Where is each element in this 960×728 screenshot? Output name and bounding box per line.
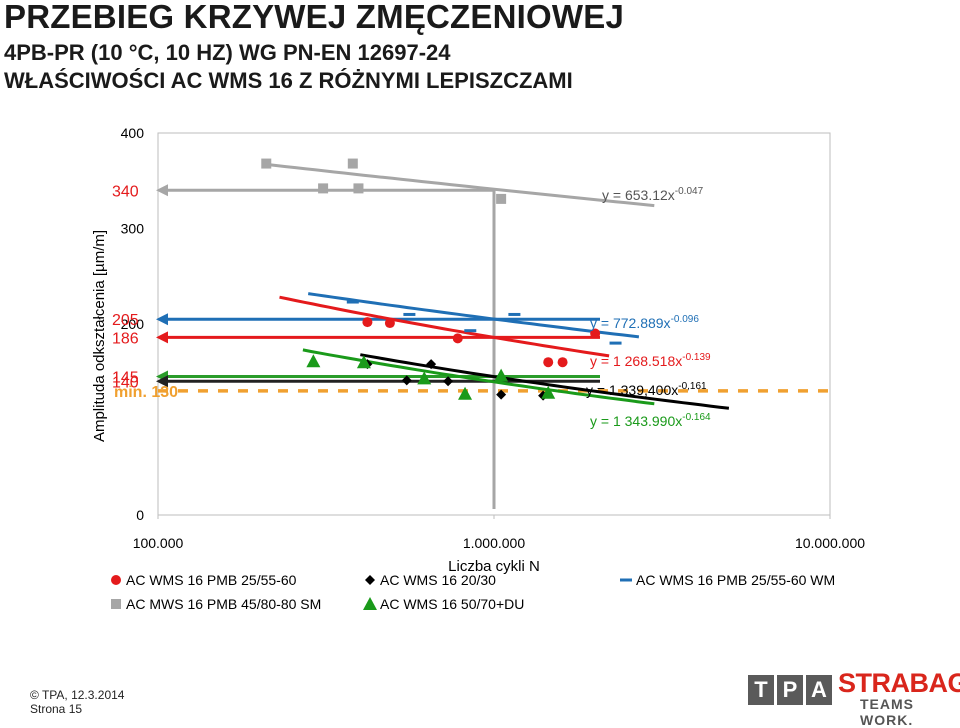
tpa-letter: T <box>748 675 774 705</box>
data-point <box>362 317 373 328</box>
data-point <box>464 329 477 333</box>
trend-equation: y = 1 268.518x-0.139 <box>590 352 711 369</box>
legend-label: AC WMS 16 PMB 25/55-60 <box>126 572 297 588</box>
data-point <box>261 158 272 169</box>
data-point <box>347 158 358 169</box>
legend-label: AC WMS 16 50/70+DU <box>380 596 524 612</box>
data-point <box>452 333 463 344</box>
trend-equation: y = 1.339,400x-0,161 <box>586 381 707 398</box>
strabag-brand: STRABAG <box>838 668 960 698</box>
trendline <box>266 162 655 208</box>
data-point <box>346 300 359 304</box>
reference-arrow <box>156 331 168 344</box>
reference-label: 186 <box>112 330 139 347</box>
reference-arrow <box>156 184 168 197</box>
reference-label: 140 <box>112 374 139 391</box>
data-point <box>417 371 432 385</box>
y-tick-label: 400 <box>121 125 145 141</box>
reference-label: 340 <box>112 183 139 200</box>
legend-marker <box>365 575 375 585</box>
y-tick-label: 300 <box>121 221 145 237</box>
data-point <box>541 385 556 399</box>
tpa-letter: P <box>777 675 803 705</box>
data-point <box>401 375 412 386</box>
legend-marker <box>111 599 121 609</box>
page-number: Strona 15 <box>30 702 83 716</box>
legend-marker <box>620 578 632 582</box>
y-tick-label: 200 <box>121 316 145 332</box>
data-point <box>458 386 473 400</box>
legend-marker <box>363 597 377 610</box>
data-point <box>508 312 521 316</box>
legend-label: AC WMS 16 PMB 25/55-60 WM <box>636 572 835 588</box>
x-tick-label: 10.000.000 <box>795 535 865 551</box>
trendline <box>360 353 730 410</box>
data-point <box>403 312 416 316</box>
reference-label: 205 <box>112 312 139 329</box>
legend-marker <box>111 575 121 585</box>
data-point <box>356 355 371 369</box>
strabag-slogan: TEAMS WORK. <box>860 696 914 728</box>
data-point <box>543 357 554 368</box>
data-point <box>443 376 454 387</box>
data-point <box>318 183 329 194</box>
reference-label: 145 <box>112 370 139 387</box>
reference-arrow <box>156 313 168 326</box>
reference-arrow <box>156 375 168 388</box>
x-tick-label: 100.000 <box>133 535 184 551</box>
data-point <box>384 318 395 329</box>
data-point <box>306 354 321 368</box>
legend-label: AC WMS 16 20/30 <box>380 572 496 588</box>
x-axis-title: Liczba cykli N <box>448 558 540 575</box>
data-point <box>426 359 437 370</box>
y-tick-label: 0 <box>136 507 144 523</box>
data-point <box>609 341 622 345</box>
page-subtitle: 4PB-PR (10 °C, 10 HZ) WG PN-EN 12697-24 <box>4 40 451 65</box>
legend-label: AC MWS 16 PMB 45/80-80 SM <box>126 596 321 612</box>
data-point <box>496 193 507 204</box>
page-title: PRZEBIEG KRZYWEJ ZMĘCZENIOWEJ <box>4 0 625 35</box>
trend-equation: y = 772.889x-0.096 <box>590 314 699 331</box>
tpa-logo: T P A <box>748 675 832 705</box>
data-point <box>353 183 364 194</box>
data-point <box>494 368 509 382</box>
x-tick-label: 1.000.000 <box>463 535 525 551</box>
data-point <box>496 389 507 400</box>
copyright-text: © TPA, 12.3.2014 <box>30 688 125 702</box>
trendline <box>279 295 610 358</box>
fatigue-chart: 0 200 300 400 100.000 1.000.000 10.000.000 Licz… <box>91 125 865 612</box>
trendline <box>307 292 640 339</box>
trend-equation: y = 653.12x-0.047 <box>602 186 704 203</box>
y-axis-title: Amplituda odkształcenia [µm/m] <box>91 230 108 442</box>
data-point <box>590 328 601 339</box>
trend-equation: y = 1 343.990x-0.164 <box>590 412 711 429</box>
tpa-letter: A <box>806 675 832 705</box>
strabag-logo: STRABAG TEAMS WORK. <box>838 668 960 728</box>
data-point <box>557 357 568 368</box>
reference-label: min. 130 <box>114 384 178 401</box>
page-subtitle-2: WŁAŚCIWOŚCI AC WMS 16 Z RÓŻNYMI LEPISZCZ… <box>4 68 573 93</box>
